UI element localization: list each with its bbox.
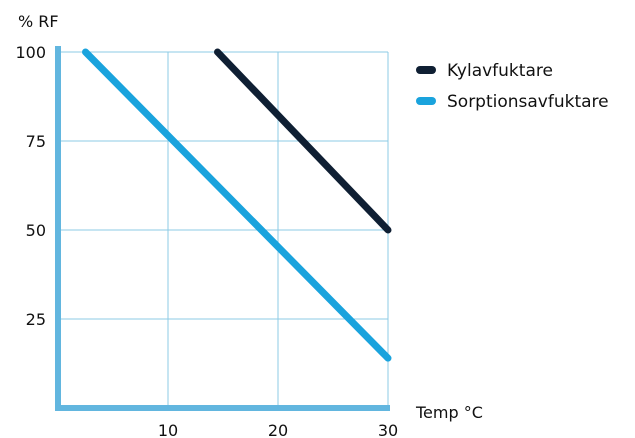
x-tick-label-30: 30 [378,421,398,438]
series-line-kylavfuktare [214,48,392,234]
y-tick-label-100: 100 [15,43,46,62]
legend-label-kylavfuktare: Kylavfuktare [447,61,553,81]
legend: Kylavfuktare Sorptionsavfuktare [416,61,609,112]
grid [58,51,389,408]
x-axis-title: Temp °C [415,403,483,422]
y-axis-title: % RF [18,12,59,31]
y-tick-label-50: 50 [26,221,46,240]
axes [55,46,390,411]
y-tick-label-25: 25 [26,310,46,329]
legend-label-sorptionsavfuktare: Sorptionsavfuktare [447,92,609,112]
x-tick-label-20: 20 [268,421,288,438]
y-tick-label-75: 75 [26,132,46,151]
tick-labels: 25 50 75 100 10 20 30 [15,43,398,438]
x-tick-label-10: 10 [158,421,178,438]
series-layer [82,48,392,362]
series-line-sorptionsavfuktare [82,48,392,362]
